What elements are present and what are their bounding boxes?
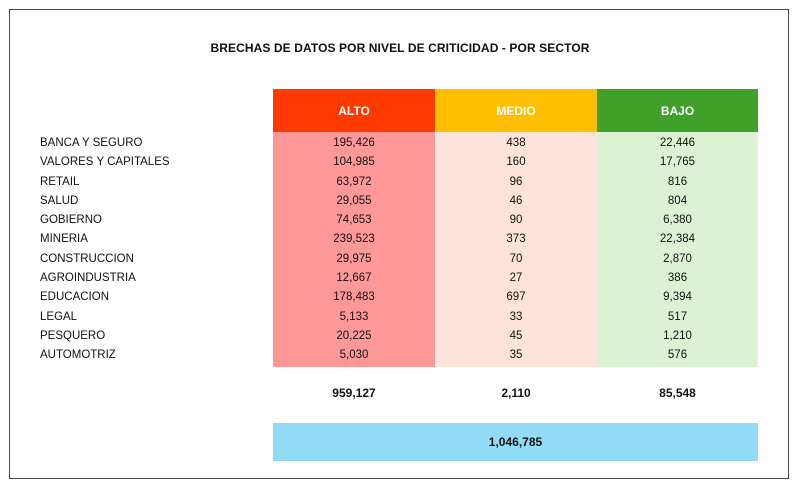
value-bajo: 6,380 <box>663 214 692 227</box>
value-medio: 697 <box>506 291 526 304</box>
value-alto: 29,055 <box>336 194 372 207</box>
table-row: GOBIERNO 74,653 90 6,380 <box>0 212 800 231</box>
header-medio: MEDIO <box>435 89 597 132</box>
value-alto: 12,667 <box>336 272 372 285</box>
grand-total: 1,046,785 <box>273 423 758 461</box>
totals-row: 959,127 2,110 85,548 <box>0 386 800 404</box>
value-bajo: 804 <box>667 194 688 207</box>
value-medio: 45 <box>509 329 523 342</box>
value-alto: 20,225 <box>336 329 372 342</box>
value-medio: 96 <box>509 175 523 188</box>
sector-label: VALORES Y CAPITALES <box>40 156 170 169</box>
value-alto: 178,483 <box>333 291 375 304</box>
value-medio: 35 <box>509 349 523 362</box>
value-bajo: 576 <box>667 349 688 362</box>
value-bajo: 816 <box>667 175 688 188</box>
table-row: AGROINDUSTRIA 12,667 27 386 <box>0 270 800 289</box>
sector-label: MINERIA <box>40 233 88 246</box>
value-alto: 239,523 <box>333 233 375 246</box>
value-medio: 90 <box>509 214 523 227</box>
value-medio: 27 <box>509 272 523 285</box>
value-alto: 74,653 <box>336 214 372 227</box>
value-medio: 46 <box>509 194 523 207</box>
table-row: CONSTRUCCION 29,975 70 2,870 <box>0 251 800 270</box>
value-bajo: 9,394 <box>663 291 692 304</box>
header-alto: ALTO <box>273 89 435 132</box>
total-alto: 959,127 <box>332 386 376 400</box>
value-medio: 438 <box>506 137 526 149</box>
column-bajo-background <box>597 132 758 367</box>
report-frame <box>9 9 789 479</box>
value-medio: 160 <box>506 156 526 169</box>
column-medio-background <box>435 132 597 367</box>
table-row: EDUCACION 178,483 697 9,394 <box>0 289 800 308</box>
table-row: AUTOMOTRIZ 5,030 35 576 <box>0 347 800 366</box>
value-medio: 373 <box>506 233 526 246</box>
total-bajo: 85,548 <box>659 386 696 400</box>
table-row: RETAIL 63,972 96 816 <box>0 174 800 193</box>
table-row: VALORES Y CAPITALES 104,985 160 17,765 <box>0 154 800 173</box>
table-row: SALUD 29,055 46 804 <box>0 193 800 212</box>
sector-label: BANCA Y SEGURO <box>40 137 143 149</box>
column-alto-background <box>273 132 435 367</box>
value-bajo: 386 <box>667 272 688 285</box>
data-table: BANCA Y SEGURO 195,426 438 22,446 VALORES Y … <box>0 135 800 367</box>
value-alto: 5,133 <box>339 310 369 323</box>
value-bajo: 17,765 <box>659 156 696 169</box>
value-bajo: 22,384 <box>659 233 696 246</box>
sector-label: AUTOMOTRIZ <box>40 349 116 362</box>
table-row: MINERIA 239,523 373 22,384 <box>0 231 800 250</box>
value-medio: 70 <box>509 252 523 265</box>
sector-label: AGROINDUSTRIA <box>40 272 136 285</box>
sector-label: SALUD <box>40 194 79 207</box>
sector-label: GOBIERNO <box>40 214 102 227</box>
sector-label: PESQUERO <box>40 329 106 342</box>
table-row: BANCA Y SEGURO 195,426 438 22,446 <box>0 135 800 154</box>
value-alto: 195,426 <box>333 137 375 149</box>
value-bajo: 517 <box>667 310 688 323</box>
total-medio: 2,110 <box>501 386 531 400</box>
sector-label: LEGAL <box>40 310 78 323</box>
header-bajo: BAJO <box>597 89 758 132</box>
sector-label: RETAIL <box>40 175 80 188</box>
value-bajo: 22,446 <box>659 137 696 149</box>
table-row: LEGAL 5,133 33 517 <box>0 309 800 328</box>
report-title: BRECHAS DE DATOS POR NIVEL DE CRITICIDAD… <box>210 41 590 55</box>
value-alto: 29,975 <box>336 252 372 265</box>
value-medio: 33 <box>509 310 523 323</box>
value-alto: 5,030 <box>339 349 369 362</box>
value-bajo: 2,870 <box>663 252 692 265</box>
table-row: PESQUERO 20,225 45 1,210 <box>0 328 800 347</box>
sector-label: EDUCACION <box>40 291 110 304</box>
value-bajo: 1,210 <box>663 329 692 342</box>
value-alto: 104,985 <box>333 156 375 169</box>
sector-label: CONSTRUCCION <box>40 252 134 265</box>
value-alto: 63,972 <box>336 175 372 188</box>
